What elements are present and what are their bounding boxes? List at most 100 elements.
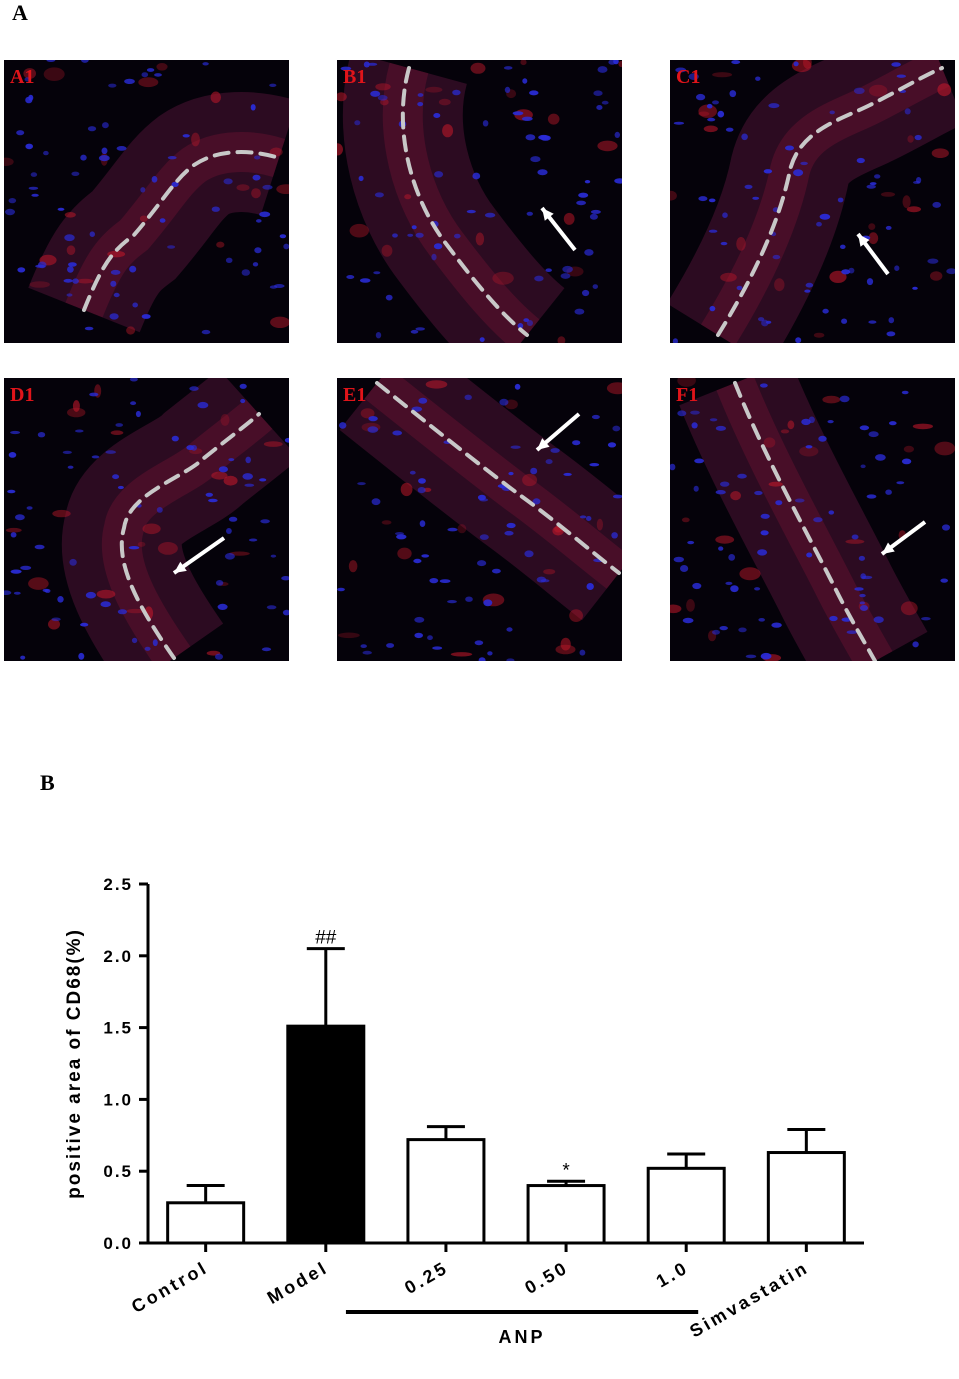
nucleus bbox=[886, 331, 896, 337]
stain-spot bbox=[934, 441, 955, 456]
nucleus bbox=[829, 110, 835, 115]
nucleus bbox=[728, 554, 736, 561]
stain-spot bbox=[110, 430, 124, 435]
nucleus bbox=[868, 431, 879, 438]
nucleus bbox=[763, 169, 773, 174]
nucleus bbox=[375, 332, 382, 339]
stain-spot bbox=[712, 72, 733, 78]
nucleus bbox=[17, 267, 26, 273]
stain-spot bbox=[442, 124, 454, 138]
nucleus bbox=[146, 68, 155, 72]
nucleus bbox=[891, 62, 901, 67]
nucleus bbox=[914, 134, 922, 141]
nucleus bbox=[78, 652, 85, 660]
nucleus bbox=[360, 644, 367, 648]
micrograph-d1: D1 bbox=[4, 378, 289, 661]
nucleus bbox=[736, 285, 743, 291]
nucleus bbox=[586, 516, 592, 521]
nucleus bbox=[101, 147, 108, 155]
significance-marker: ## bbox=[315, 928, 337, 949]
nucleus bbox=[266, 605, 277, 610]
nucleus bbox=[358, 175, 364, 182]
nucleus bbox=[135, 410, 141, 418]
nucleus bbox=[526, 211, 533, 216]
panel-a-letter: A bbox=[12, 0, 28, 25]
stain-spot bbox=[404, 194, 412, 200]
nucleus bbox=[612, 425, 621, 432]
y-tick-label: 0.0 bbox=[103, 1234, 133, 1253]
stain-spot bbox=[492, 271, 514, 285]
nucleus bbox=[596, 105, 603, 110]
nucleus bbox=[483, 599, 493, 607]
nucleus bbox=[741, 133, 748, 141]
nucleus bbox=[7, 489, 16, 494]
nucleus bbox=[828, 510, 835, 515]
micrograph-a1: A1 bbox=[4, 60, 289, 343]
nucleus bbox=[694, 458, 704, 464]
nucleus bbox=[772, 254, 781, 260]
nucleus bbox=[536, 576, 547, 583]
nucleus bbox=[223, 178, 233, 185]
nucleus bbox=[562, 265, 573, 273]
nucleus bbox=[901, 390, 909, 395]
nucleus bbox=[477, 494, 486, 501]
nucleus bbox=[410, 329, 419, 334]
nucleus bbox=[492, 568, 501, 574]
nucleus bbox=[722, 212, 728, 218]
nucleus bbox=[760, 652, 772, 660]
nucleus bbox=[801, 418, 811, 426]
nucleus bbox=[421, 554, 430, 558]
nucleus bbox=[932, 201, 941, 208]
nucleus bbox=[873, 616, 884, 623]
nucleus bbox=[28, 186, 39, 190]
stain-spot bbox=[211, 471, 228, 480]
nucleus bbox=[760, 530, 769, 536]
nucleus bbox=[709, 418, 718, 422]
nucleus bbox=[591, 414, 600, 420]
stain-spot bbox=[126, 608, 145, 614]
nucleus bbox=[464, 394, 472, 400]
nucleus bbox=[574, 308, 585, 315]
stain-spot bbox=[64, 212, 76, 218]
nucleus bbox=[680, 565, 689, 572]
arrow-head-icon bbox=[858, 234, 870, 247]
nucleus bbox=[744, 184, 753, 189]
nucleus bbox=[51, 617, 61, 622]
nucleus bbox=[433, 243, 443, 250]
nucleus bbox=[171, 435, 179, 442]
nucleus bbox=[241, 269, 250, 276]
stain-spot bbox=[223, 475, 238, 486]
nucleus bbox=[768, 103, 780, 109]
nucleus bbox=[775, 500, 783, 506]
nucleus bbox=[66, 293, 73, 297]
nucleus bbox=[34, 544, 45, 550]
nucleus bbox=[67, 266, 74, 273]
nucleus bbox=[284, 437, 289, 443]
nucleus bbox=[270, 554, 277, 558]
nucleus bbox=[670, 463, 676, 471]
stain-spot bbox=[126, 326, 136, 335]
micrograph-a1-image bbox=[4, 60, 289, 343]
nucleus bbox=[10, 532, 17, 538]
nucleus bbox=[853, 87, 865, 94]
nucleus bbox=[407, 233, 414, 237]
stain-spot bbox=[560, 637, 571, 651]
nucleus bbox=[806, 552, 813, 558]
nucleus bbox=[340, 66, 352, 71]
nucleus bbox=[837, 197, 844, 203]
nucleus bbox=[607, 442, 617, 448]
nucleus bbox=[225, 257, 233, 263]
nucleus bbox=[576, 200, 586, 206]
stain-spot bbox=[156, 63, 168, 71]
nucleus bbox=[912, 641, 919, 648]
nucleus bbox=[719, 626, 728, 631]
stain-spot bbox=[381, 520, 392, 525]
stain-spot bbox=[270, 316, 289, 328]
stain-spot bbox=[774, 278, 785, 292]
nucleus bbox=[141, 314, 151, 319]
nucleus bbox=[30, 172, 38, 177]
stain-spot bbox=[698, 111, 710, 117]
nucleus bbox=[215, 653, 223, 660]
nucleus bbox=[414, 632, 423, 639]
nucleus bbox=[13, 591, 21, 595]
